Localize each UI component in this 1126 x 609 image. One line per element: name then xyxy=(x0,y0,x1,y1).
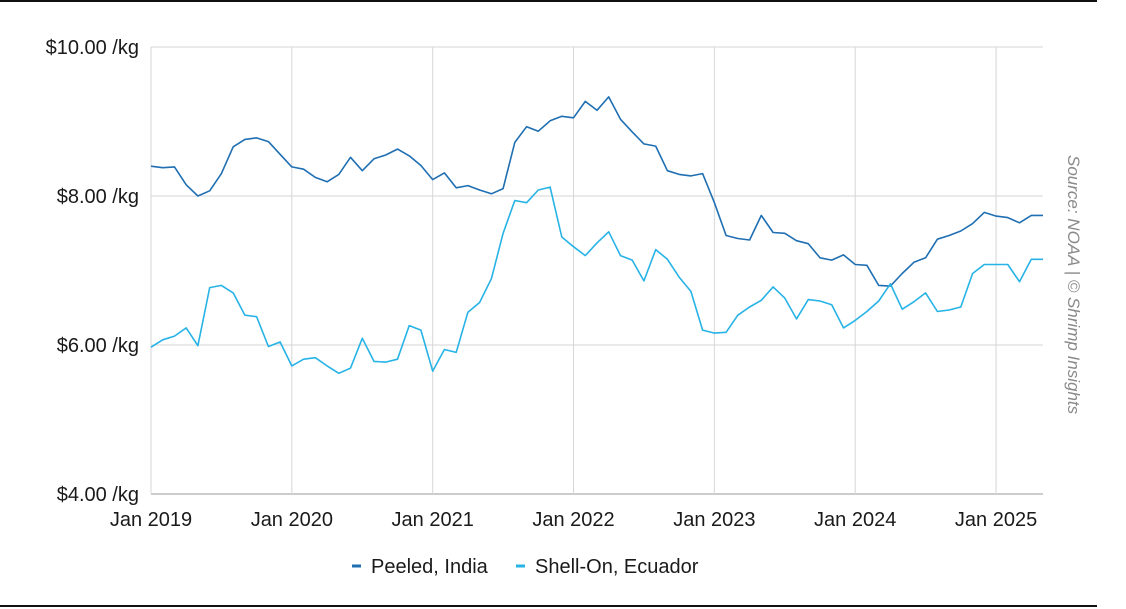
x-tick-label: Jan 2022 xyxy=(532,509,614,531)
y-tick-label: $10.00 /kg xyxy=(46,37,139,59)
legend-label: Shell-On, Ecuador xyxy=(535,556,699,578)
y-tick-label: $6.00 /kg xyxy=(57,335,139,357)
x-tick-label: Jan 2023 xyxy=(673,509,755,531)
y-axis-labels: $4.00 /kg $6.00 /kg $8.00 /kg $10.00 /kg xyxy=(46,37,139,506)
x-tick-label: Jan 2024 xyxy=(814,509,896,531)
x-tick-label: Jan 2020 xyxy=(251,509,333,531)
grid-lines xyxy=(150,46,1043,495)
bottom-rule xyxy=(0,605,1097,607)
x-tick-label: Jan 2021 xyxy=(392,509,474,531)
source-note: Source: NOAA | © Shrimp Insights xyxy=(1064,155,1083,415)
x-axis-labels: Jan 2019 Jan 2020 Jan 2021 Jan 2022 Jan 2023… xyxy=(110,509,1037,531)
y-tick-label: $8.00 /kg xyxy=(57,186,139,208)
series-line-shell-on-ecuador xyxy=(150,186,1043,375)
top-rule xyxy=(0,0,1097,2)
x-tick-label: Jan 2019 xyxy=(110,509,192,531)
legend-label: Peeled, India xyxy=(371,556,489,578)
legend: Peeled, India Shell-On, Ecuador xyxy=(352,556,699,578)
y-tick-label: $4.00 /kg xyxy=(57,484,139,506)
x-tick-label: Jan 2025 xyxy=(955,509,1037,531)
series-line-peeled-india xyxy=(150,96,1043,287)
series-lines xyxy=(150,96,1043,375)
